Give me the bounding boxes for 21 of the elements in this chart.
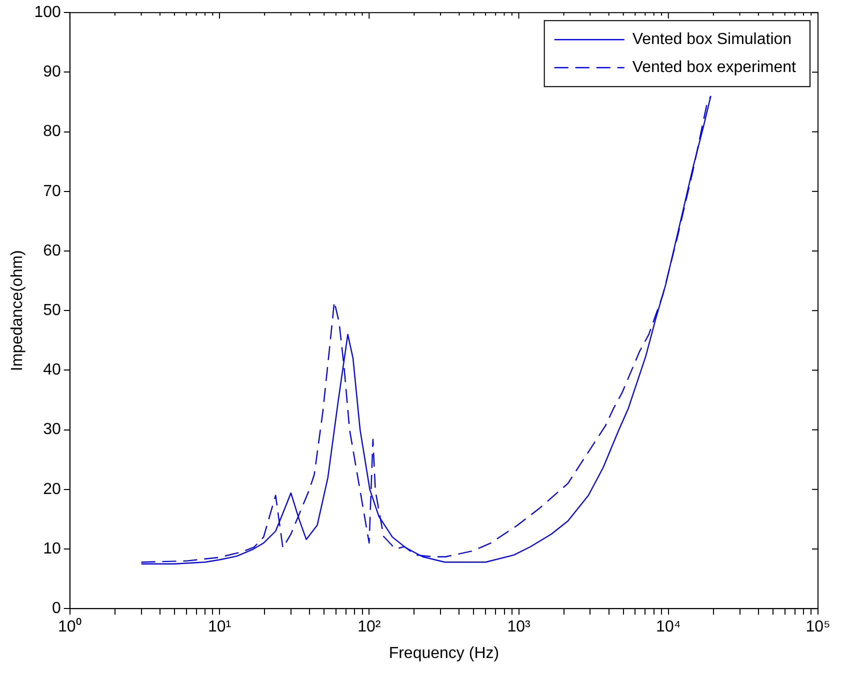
y-tick-label: 100 [34,4,61,22]
legend-label: Vented box Simulation [632,31,792,48]
y-tick-label: 50 [43,302,61,320]
y-axis-title: Impedance(ohm) [9,250,26,372]
legend-label: Vented box experiment [632,59,797,76]
y-tick-label: 30 [43,421,61,438]
x-tick-label: 10⁰ [58,618,82,636]
x-tick-label: 10² [358,618,382,636]
y-tick-label: 60 [43,242,61,260]
x-tick-label: 10⁵ [806,618,830,636]
x-tick-label: 10¹ [208,618,232,636]
y-tick-label: 40 [43,362,61,379]
y-tick-label: 10 [43,540,61,558]
x-axis-title: Frequency (Hz) [388,644,500,662]
x-tick-label: 10³ [507,618,531,636]
y-tick-label: 20 [43,480,61,498]
x-tick-label: 10⁴ [656,618,681,636]
y-tick-label: 0 [52,600,61,618]
y-tick-label: 90 [43,64,61,81]
y-tick-label: 80 [43,123,61,140]
y-tick-label: 70 [43,182,61,200]
